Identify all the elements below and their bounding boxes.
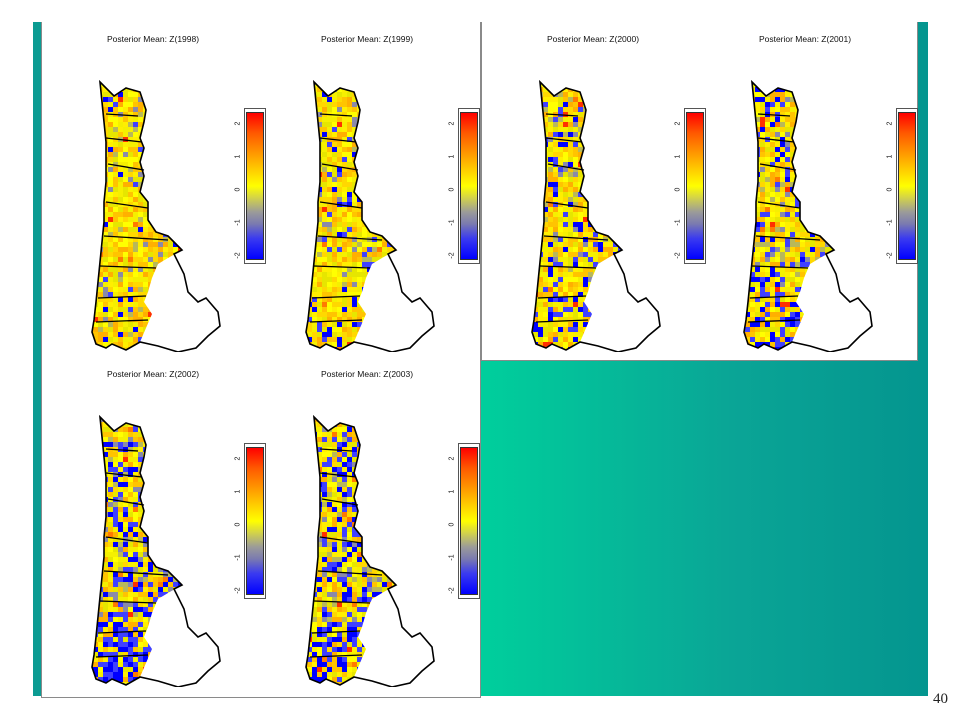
scale-tick-label: 0 [234, 522, 242, 527]
scale-tick-label: 0 [448, 522, 456, 527]
scale-tick-label: -1 [886, 219, 894, 226]
color-scale-legend [898, 112, 916, 260]
scale-tick-label: 0 [886, 187, 894, 192]
scale-tick-label: -2 [674, 252, 682, 259]
map-plot-2002: Posterior Mean: Z(2002) 2 1 0 -1 -2 [48, 357, 268, 689]
scale-tick-label: -1 [674, 219, 682, 226]
scale-tick-label: 1 [448, 489, 456, 494]
map-plot-1999: Posterior Mean: Z(1999) 2 1 0 -1 -2 [262, 22, 482, 354]
map-plot-2001: Posterior Mean: Z(2001) 2 1 0 -1 -2 [700, 22, 920, 354]
scale-tick-label: -1 [448, 554, 456, 561]
color-scale-legend [460, 112, 478, 260]
scale-tick-label: -1 [234, 554, 242, 561]
region-map [91, 414, 221, 687]
scale-tick-label: -2 [234, 252, 242, 259]
scale-tick-label: 0 [234, 187, 242, 192]
plot-title: Posterior Mean: Z(2001) [758, 34, 852, 44]
color-scale-legend [246, 447, 264, 595]
scale-tick-label: -2 [234, 587, 242, 594]
scale-tick-label: -1 [234, 219, 242, 226]
map-plot-1998: Posterior Mean: Z(1998) 2 1 0 -1 -2 [48, 22, 268, 354]
scale-tick-label: 1 [234, 489, 242, 494]
scale-tick-label: 1 [448, 154, 456, 159]
scale-tick-label: 2 [448, 456, 456, 461]
plot-title: Posterior Mean: Z(2000) [546, 34, 640, 44]
region-map [305, 414, 435, 687]
slide-left-bar [33, 22, 41, 696]
region-map [305, 79, 435, 352]
map-plot-2000: Posterior Mean: Z(2000) 2 1 0 -1 -2 [488, 22, 708, 354]
scale-tick-label: 0 [674, 187, 682, 192]
plot-title: Posterior Mean: Z(1998) [106, 34, 200, 44]
scale-tick-label: 1 [234, 154, 242, 159]
scale-tick-label: 2 [234, 121, 242, 126]
scale-tick-label: -2 [448, 252, 456, 259]
scale-tick-label: -2 [448, 587, 456, 594]
scale-tick-label: 0 [448, 187, 456, 192]
region-map [531, 79, 661, 352]
region-map [743, 79, 873, 352]
color-scale-legend [686, 112, 704, 260]
scale-tick-label: -1 [448, 219, 456, 226]
map-plot-2003: Posterior Mean: Z(2003) 2 1 0 -1 -2 [262, 357, 482, 689]
scale-tick-label: 2 [448, 121, 456, 126]
scale-tick-label: 2 [674, 121, 682, 126]
color-scale-legend [460, 447, 478, 595]
scale-tick-label: 2 [886, 121, 894, 126]
plot-title: Posterior Mean: Z(2003) [320, 369, 414, 379]
color-scale-legend [246, 112, 264, 260]
plot-title: Posterior Mean: Z(2002) [106, 369, 200, 379]
scale-tick-label: -2 [886, 252, 894, 259]
page-number: 40 [933, 691, 948, 707]
plot-title: Posterior Mean: Z(1999) [320, 34, 414, 44]
scale-tick-label: 1 [674, 154, 682, 159]
region-map [91, 79, 221, 352]
scale-tick-label: 2 [234, 456, 242, 461]
scale-tick-label: 1 [886, 154, 894, 159]
